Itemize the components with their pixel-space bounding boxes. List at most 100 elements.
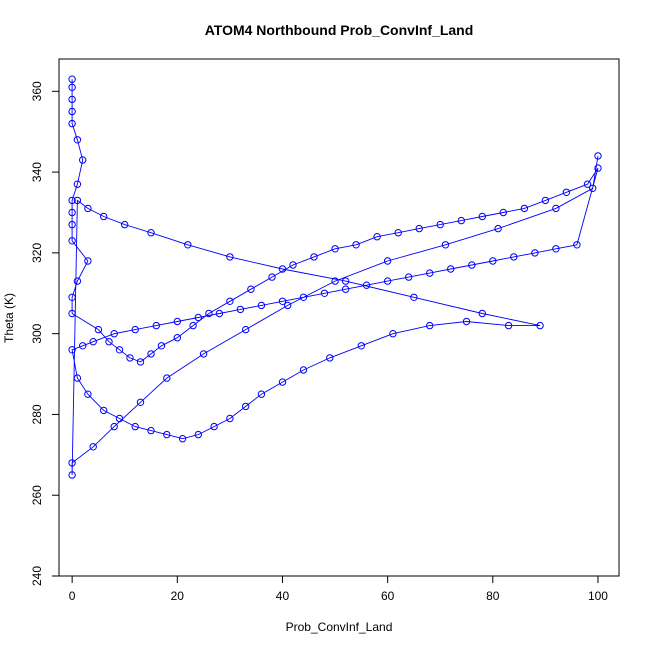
data-point — [242, 325, 250, 334]
data-point — [68, 459, 76, 467]
data-point — [352, 241, 360, 249]
data-point — [94, 325, 103, 334]
x-tick-label: 0 — [69, 589, 76, 603]
data-point — [152, 321, 161, 330]
data-point — [68, 75, 76, 83]
data-point — [257, 301, 266, 310]
data-point — [415, 224, 423, 233]
data-point — [389, 330, 397, 338]
data-point — [278, 297, 287, 305]
data-point — [478, 212, 486, 221]
data-point — [536, 321, 544, 330]
y-tick-label: 240 — [30, 566, 44, 586]
data-point — [284, 301, 292, 310]
data-point — [163, 374, 171, 382]
data-point — [278, 265, 287, 273]
data-point — [110, 422, 118, 431]
data-point — [184, 241, 192, 249]
data-point — [73, 136, 82, 144]
data-point — [373, 233, 381, 241]
data-point — [73, 196, 82, 205]
data-point — [115, 414, 124, 423]
data-point — [341, 285, 350, 293]
data-point — [173, 317, 182, 326]
data-point — [331, 245, 339, 253]
data-point — [573, 241, 581, 249]
data-point — [299, 293, 308, 301]
data-point — [247, 285, 255, 293]
data-point — [341, 277, 350, 285]
y-tick-label: 300 — [30, 323, 44, 343]
data-point — [257, 390, 266, 398]
chart-title: ATOM4 Northbound Prob_ConvInf_Land — [205, 22, 474, 38]
data-point — [73, 374, 82, 382]
data-point — [504, 321, 513, 330]
data-point — [410, 293, 418, 301]
data-point — [478, 309, 486, 318]
y-tick-label: 280 — [30, 404, 44, 424]
x-tick-label: 40 — [276, 589, 290, 603]
data-point — [84, 204, 92, 213]
data-point — [236, 305, 245, 314]
data-point — [562, 188, 571, 197]
data-point — [115, 346, 124, 354]
data-point — [541, 196, 550, 205]
data-point — [226, 253, 234, 261]
data-point — [147, 229, 155, 237]
data-point — [89, 443, 97, 451]
data-point — [68, 309, 76, 318]
data-point — [457, 216, 465, 225]
data-point — [178, 435, 187, 443]
data-point — [268, 273, 276, 281]
data-point — [405, 273, 413, 281]
data-point — [131, 422, 139, 431]
data-point — [79, 156, 87, 164]
data-point — [68, 83, 76, 92]
data-point — [100, 212, 108, 221]
data-point — [210, 422, 218, 431]
data-point — [520, 204, 529, 213]
data-point — [84, 390, 92, 398]
data-point — [426, 269, 434, 277]
data-point — [278, 378, 287, 386]
data-point — [441, 241, 450, 249]
data-point — [531, 249, 539, 257]
data-point — [199, 350, 208, 358]
data-point — [147, 350, 155, 358]
plot-area — [58, 58, 620, 577]
data-point — [215, 309, 224, 318]
data-point — [226, 414, 234, 423]
y-axis: 240 260 280 300 320 340 360 — [30, 81, 60, 586]
y-tick-label: 260 — [30, 485, 44, 505]
series-layer — [68, 75, 602, 479]
data-point — [68, 237, 76, 245]
data-point — [499, 208, 507, 217]
x-tick-label: 20 — [171, 589, 185, 603]
x-tick-label: 100 — [588, 589, 608, 603]
data-point — [73, 277, 82, 285]
data-point — [594, 164, 602, 172]
data-point — [68, 346, 76, 354]
data-point — [157, 342, 166, 350]
data-point — [68, 293, 76, 301]
series-line-0 — [71, 79, 599, 476]
data-point — [383, 257, 392, 265]
data-point — [68, 208, 76, 217]
data-point — [289, 261, 297, 269]
data-point — [73, 180, 82, 188]
data-point — [100, 406, 108, 415]
data-point — [194, 313, 203, 322]
data-point — [594, 152, 602, 160]
data-point — [68, 107, 76, 116]
y-axis-label: Theta (K) — [2, 293, 16, 343]
data-point — [426, 321, 434, 330]
data-point — [121, 220, 129, 229]
y-tick-label: 360 — [30, 81, 44, 101]
data-point — [136, 358, 145, 366]
data-point — [331, 277, 339, 285]
y-tick-label: 320 — [30, 243, 44, 263]
data-point — [299, 366, 308, 374]
data-point — [163, 430, 171, 439]
data-point — [310, 253, 318, 261]
